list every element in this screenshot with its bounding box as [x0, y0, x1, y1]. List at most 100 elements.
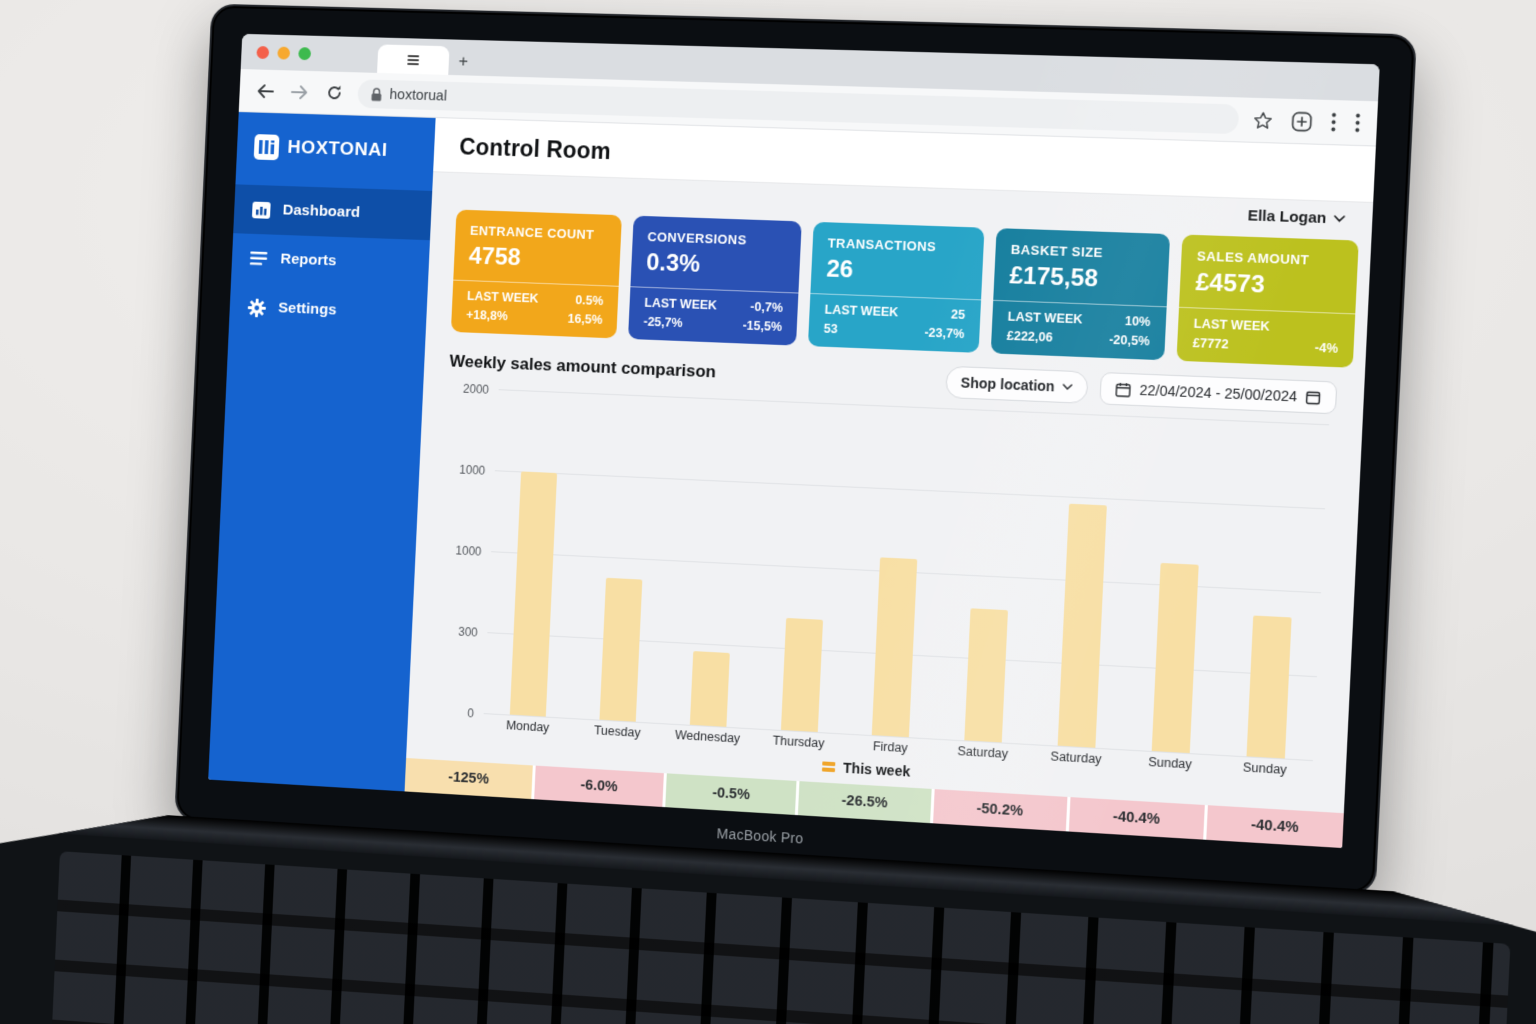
card-value: 26: [826, 255, 968, 288]
sidebar-item-label: Reports: [280, 251, 337, 271]
stat-bottom-right: -20,5%: [1109, 333, 1150, 349]
reload-button[interactable]: [323, 82, 345, 104]
stat-bottom-left: +18,8%: [466, 308, 568, 326]
card-divider: [630, 286, 798, 293]
bar-saturday-5: [965, 608, 1009, 742]
stat-top-right: -0,7%: [743, 299, 783, 314]
bar-sunday-8: [1246, 616, 1291, 759]
sidebar-item-dashboard[interactable]: Dashboard: [233, 184, 432, 240]
hoxtonai-logo-icon: [254, 134, 280, 160]
minimize-window-button[interactable]: [277, 46, 290, 59]
stat-bottom-left: 53: [823, 322, 924, 340]
browser-tab[interactable]: [377, 44, 450, 75]
close-window-button[interactable]: [256, 45, 269, 58]
dashboard-page: HOXTONAI Dashboard Reports Settings Contro…: [208, 112, 1376, 848]
stat-top-right: [1315, 321, 1339, 336]
stat-bottom-right: -23,7%: [924, 326, 965, 342]
stat-bottom-right: -4%: [1314, 341, 1338, 356]
sidebar-nav: Dashboard Reports Settings: [229, 184, 433, 338]
change-cell: -40.4%: [1069, 797, 1205, 840]
y-axis-tick-label: 300: [437, 624, 478, 640]
kebab-menu-icon[interactable]: [1331, 112, 1337, 132]
legend-label: This week: [843, 760, 911, 780]
bar-monday-0: [510, 471, 557, 716]
bar-sunday-7: [1151, 563, 1198, 753]
sidebar-item-label: Dashboard: [282, 202, 360, 222]
date-range-picker[interactable]: 22/04/2024 - 25/00/2024: [1100, 372, 1338, 414]
chevron-down-icon: [1063, 384, 1073, 390]
chart-section: Weekly sales amount comparison Shop loca…: [406, 331, 1365, 813]
photo-background: + h: [0, 0, 1536, 1024]
x-axis-label: Firday: [844, 738, 937, 757]
change-cell: -6.0%: [534, 766, 664, 807]
add-tab-square-icon[interactable]: [1291, 111, 1313, 132]
card-title: CONVERSIONS: [647, 229, 786, 249]
x-axis-label: Saturday: [936, 743, 1030, 762]
bar-firday-4: [872, 557, 918, 737]
bar-thursday-3: [781, 618, 823, 732]
bar-chart-plot: 2000 1000 1000 300 0: [433, 387, 1335, 760]
back-button[interactable]: [254, 80, 276, 102]
chevron-down-icon: [1334, 215, 1346, 223]
change-cell: -26.5%: [798, 781, 931, 823]
stat-bottom-right: 16,5%: [567, 312, 602, 327]
calendar-icon: [1305, 389, 1321, 405]
bar-saturday-6: [1058, 503, 1107, 748]
card-divider: [1179, 307, 1355, 315]
calendar-icon: [1116, 381, 1132, 397]
card-stats: LAST WEEK 25 53 -23,7%: [823, 303, 965, 342]
bar-wednesday-2: [690, 651, 730, 727]
last-week-label: LAST WEEK: [824, 303, 925, 321]
window-traffic-lights: [256, 34, 312, 71]
card-divider: [453, 280, 618, 287]
x-axis-label: Tuesday: [572, 722, 663, 741]
card-divider: [810, 293, 981, 300]
x-axis-label: Monday: [483, 717, 573, 736]
card-value: £4573: [1195, 269, 1342, 303]
card-title: ENTRANCE COUNT: [470, 223, 607, 243]
card-value: £175,58: [1009, 262, 1153, 296]
sidebar-item-reports[interactable]: Reports: [231, 233, 430, 289]
bars-container: [484, 389, 1329, 760]
change-cell: -50.2%: [933, 789, 1067, 831]
laptop-screen-lid: + h: [174, 4, 1417, 896]
forward-button[interactable]: [289, 81, 311, 103]
last-week-label: LAST WEEK: [1193, 317, 1316, 336]
browser-window: + h: [208, 34, 1380, 848]
kebab-menu-icon[interactable]: [1355, 113, 1361, 133]
sidebar-item-label: Settings: [278, 300, 337, 320]
last-week-label: LAST WEEK: [644, 296, 744, 314]
x-axis-label: Sunday: [1217, 759, 1313, 779]
stat-top-right: 10%: [1110, 313, 1151, 329]
this-week-swatch-icon: [822, 759, 836, 774]
card-title: SALES AMOUNT: [1197, 248, 1343, 268]
last-week-label: LAST WEEK: [1007, 310, 1110, 328]
chart-controls: Shop location: [945, 366, 1337, 415]
y-axis-tick-label: 1000: [441, 543, 482, 559]
user-menu[interactable]: Ella Logan: [1247, 207, 1345, 228]
change-cell: -40.4%: [1206, 805, 1344, 848]
macbook-laptop: + h: [156, 4, 1417, 1024]
url-text: hoxtorual: [389, 87, 447, 104]
sidebar-item-settings[interactable]: Settings: [229, 282, 428, 339]
date-range-text: 22/04/2024 - 25/00/2024: [1139, 382, 1297, 405]
bookmark-star-icon[interactable]: [1253, 111, 1274, 130]
zoom-window-button[interactable]: [298, 47, 311, 60]
new-tab-button[interactable]: +: [448, 46, 478, 75]
x-axis-label: Sunday: [1123, 753, 1218, 773]
sidebar: HOXTONAI Dashboard Reports Settings: [208, 112, 435, 791]
stat-top-right: 25: [925, 306, 966, 322]
stat-bottom-left: £222,06: [1006, 329, 1109, 347]
bar-tuesday-1: [600, 578, 643, 722]
stat-bottom-left: £7772: [1192, 336, 1315, 355]
x-axis-label: Thursday: [753, 732, 845, 751]
brand: HOXTONAI: [235, 112, 435, 191]
kpi-card-basket-size: BASKET SIZE £175,58 LAST WEEK 10% £222,06 -20…: [991, 228, 1170, 360]
main-content: Control Room Ella Logan ENTRANCE COUNT 47…: [405, 118, 1376, 848]
kpi-card-conversions: CONVERSIONS 0.3% LAST WEEK -0,7% -25,7% -15,5…: [628, 216, 802, 346]
y-axis-tick-label: 2000: [448, 381, 489, 397]
shop-location-dropdown[interactable]: Shop location: [945, 366, 1089, 404]
stat-bottom-left: -25,7%: [643, 315, 743, 333]
lock-icon: [371, 87, 382, 101]
dashboard-icon: [251, 201, 271, 218]
